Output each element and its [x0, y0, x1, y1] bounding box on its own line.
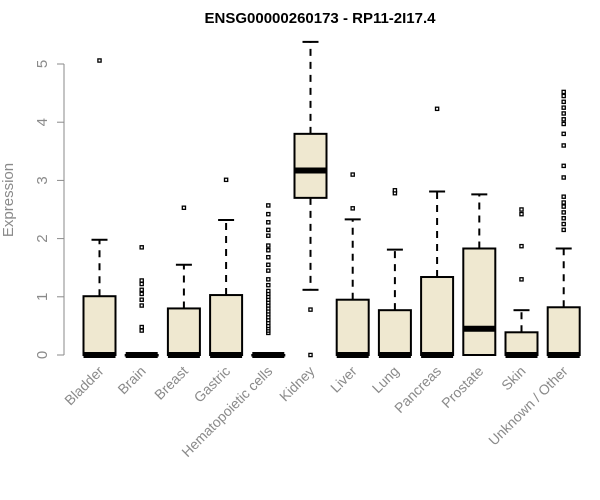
y-tick-label: 1 [34, 293, 51, 301]
x-tick-label: Lung [369, 363, 402, 396]
outlier-point [561, 121, 566, 127]
x-tick-label: Kidney [276, 363, 318, 405]
outlier-point [266, 262, 271, 268]
outlier-point [561, 227, 566, 233]
box-rect [82, 295, 117, 356]
outlier-point [266, 220, 271, 225]
outlier-point [561, 215, 566, 221]
outlier-point [519, 211, 524, 217]
box-bladder [82, 58, 117, 358]
box-pancreas [420, 106, 455, 358]
outlier-point [519, 207, 524, 212]
outlier-point [561, 117, 566, 122]
y-tick-label: 5 [34, 60, 51, 68]
outlier-point [266, 247, 271, 253]
outlier-point [561, 99, 566, 105]
outlier-point [266, 282, 271, 288]
x-tick-label: Unknown / Other [485, 363, 571, 449]
box-rect [504, 331, 539, 357]
outlier-point [561, 210, 566, 215]
outlier-point [561, 111, 566, 116]
box-rect [420, 276, 455, 356]
x-tick-label: Brain [114, 363, 148, 397]
outlier-point [97, 58, 102, 63]
box-rect [209, 294, 244, 356]
outlier-point [266, 203, 271, 208]
box-rect [335, 298, 370, 356]
x-tick-label: Breast [151, 363, 191, 403]
outlier-point [139, 287, 144, 293]
boxes-group [82, 40, 581, 358]
y-tick-label: 0 [34, 351, 51, 359]
outlier-point [561, 105, 566, 110]
box-rect [293, 132, 328, 199]
outlier-point [561, 175, 566, 180]
outlier-point [350, 206, 355, 211]
outlier-point [266, 268, 271, 273]
outlier-point [266, 243, 271, 248]
outlier-point [561, 89, 566, 95]
x-tick-label: Liver [327, 363, 360, 396]
outlier-point [561, 143, 566, 148]
x-tick-label: Bladder [61, 363, 107, 409]
outlier-point [139, 324, 144, 330]
outlier-point [519, 243, 524, 249]
outlier-point [139, 303, 144, 308]
x-tick-label: Skin [498, 363, 529, 394]
outlier-point [266, 211, 271, 217]
y-tick-label: 3 [34, 176, 51, 184]
box-skin [504, 207, 539, 358]
outlier-point [561, 131, 566, 137]
chart-title: ENSG00000260173 - RP11-2I17.4 [205, 10, 437, 27]
outlier-point [561, 163, 566, 169]
outlier-point [266, 277, 271, 282]
box-rect [546, 306, 581, 356]
outlier-point [434, 106, 440, 112]
outlier-point [308, 307, 313, 312]
outlier-point [561, 93, 566, 99]
outlier-point [519, 277, 524, 282]
outlier-point [223, 177, 229, 183]
box-kidney [293, 40, 328, 358]
box-brain [124, 245, 159, 358]
y-axis: 0 1 2 3 4 5 [34, 60, 65, 359]
outlier-point [181, 205, 187, 211]
outlier-point [139, 291, 144, 297]
x-tick-label: Pancreas [391, 363, 444, 416]
outlier-point [139, 297, 144, 302]
outlier-point [561, 194, 566, 199]
outlier-point [139, 278, 144, 283]
outlier-point [139, 281, 144, 287]
box-liver [335, 172, 370, 358]
outlier-point [266, 288, 271, 294]
box-rect [166, 307, 201, 357]
outlier-point [561, 204, 566, 209]
outlier-point [266, 227, 271, 233]
y-axis-label: Expression [0, 163, 17, 237]
outlier-point [392, 188, 398, 193]
box-hematopoietic-cells [251, 203, 286, 358]
box-rect [377, 309, 412, 357]
outlier-point [561, 200, 566, 205]
x-tick-label: Prostate [438, 363, 486, 411]
outlier-point [308, 352, 313, 358]
box-rect [462, 247, 497, 356]
outlier-point [266, 254, 271, 260]
outlier-point [266, 233, 271, 238]
y-tick-label: 4 [34, 118, 51, 126]
outlier-point [350, 172, 355, 177]
outlier-point [561, 221, 566, 227]
box-gastric [209, 177, 244, 358]
y-tick-label: 2 [34, 234, 51, 242]
outlier-point [139, 245, 144, 250]
box-lung [377, 188, 412, 358]
outlier-point [139, 328, 144, 333]
box-unknown-other [546, 89, 581, 358]
box-breast [166, 205, 201, 358]
box-prostate [462, 193, 497, 356]
